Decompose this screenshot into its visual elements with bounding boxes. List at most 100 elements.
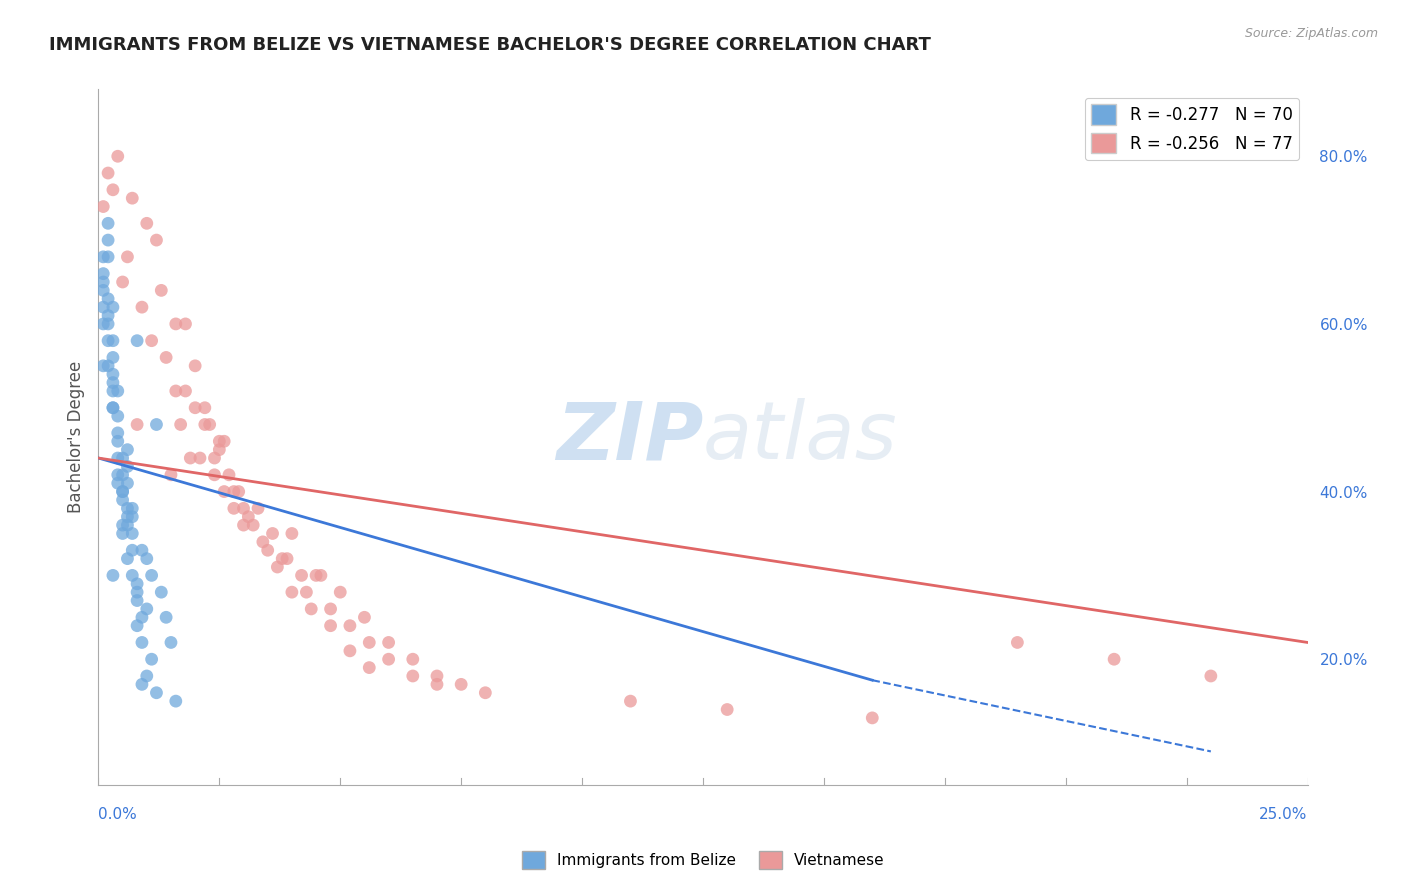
Point xyxy=(97,233,120,247)
Point xyxy=(111,484,134,499)
Point xyxy=(107,434,129,449)
Point xyxy=(860,711,883,725)
Legend: R = -0.277   N = 70, R = -0.256   N = 77: R = -0.277 N = 70, R = -0.256 N = 77 xyxy=(1084,97,1299,160)
Point xyxy=(135,216,157,230)
Point xyxy=(145,686,167,700)
Point xyxy=(97,334,120,348)
Point xyxy=(117,518,139,533)
Point xyxy=(107,425,129,440)
Point xyxy=(91,275,114,289)
Point xyxy=(101,334,124,348)
Point xyxy=(160,635,183,649)
Y-axis label: Bachelor's Degree: Bachelor's Degree xyxy=(66,361,84,513)
Point xyxy=(107,450,129,465)
Point xyxy=(1199,669,1222,683)
Point xyxy=(174,384,197,398)
Point xyxy=(97,292,120,306)
Point xyxy=(247,501,270,516)
Text: atlas: atlas xyxy=(703,398,898,476)
Point xyxy=(309,568,332,582)
Point xyxy=(101,183,124,197)
Point xyxy=(97,309,120,323)
Point xyxy=(619,694,641,708)
Text: IMMIGRANTS FROM BELIZE VS VIETNAMESE BACHELOR'S DEGREE CORRELATION CHART: IMMIGRANTS FROM BELIZE VS VIETNAMESE BAC… xyxy=(49,36,931,54)
Point xyxy=(107,384,129,398)
Point xyxy=(107,476,129,491)
Point xyxy=(97,250,120,264)
Text: 25.0%: 25.0% xyxy=(1260,807,1308,822)
Point xyxy=(165,317,187,331)
Point xyxy=(141,334,163,348)
Point xyxy=(208,434,231,449)
Point xyxy=(222,501,245,516)
Point xyxy=(117,476,139,491)
Point xyxy=(238,509,260,524)
Point xyxy=(121,526,143,541)
Point xyxy=(474,686,496,700)
Point xyxy=(97,216,120,230)
Point xyxy=(299,602,322,616)
Point xyxy=(111,518,134,533)
Point xyxy=(111,526,134,541)
Point xyxy=(208,442,231,457)
Point xyxy=(1102,652,1125,666)
Point xyxy=(141,652,163,666)
Point xyxy=(91,300,114,314)
Point xyxy=(281,585,304,599)
Point xyxy=(450,677,472,691)
Point xyxy=(1007,635,1029,649)
Point xyxy=(111,492,134,507)
Point xyxy=(377,652,399,666)
Point xyxy=(111,467,134,482)
Point xyxy=(135,551,157,566)
Text: 0.0%: 0.0% xyxy=(98,807,138,822)
Point xyxy=(101,568,124,582)
Point xyxy=(117,501,139,516)
Point xyxy=(232,518,254,533)
Point xyxy=(111,275,134,289)
Point xyxy=(150,585,173,599)
Point xyxy=(117,250,139,264)
Point xyxy=(266,560,288,574)
Point xyxy=(165,384,187,398)
Point xyxy=(121,568,143,582)
Point xyxy=(117,442,139,457)
Point xyxy=(339,618,361,632)
Point xyxy=(232,501,254,516)
Text: ZIP: ZIP xyxy=(555,398,703,476)
Point xyxy=(426,669,449,683)
Point xyxy=(281,526,304,541)
Point xyxy=(204,467,226,482)
Point xyxy=(160,467,183,482)
Point xyxy=(165,694,187,708)
Point xyxy=(145,417,167,432)
Point xyxy=(91,359,114,373)
Point xyxy=(101,368,124,382)
Point xyxy=(174,317,197,331)
Point xyxy=(131,610,153,624)
Point xyxy=(131,300,153,314)
Point xyxy=(222,484,245,499)
Point xyxy=(101,401,124,415)
Point xyxy=(101,300,124,314)
Point xyxy=(169,417,191,432)
Point xyxy=(242,518,264,533)
Point xyxy=(256,543,278,558)
Point xyxy=(101,351,124,365)
Point xyxy=(155,610,177,624)
Point xyxy=(262,526,284,541)
Point xyxy=(329,585,352,599)
Point xyxy=(91,284,114,298)
Point xyxy=(377,635,399,649)
Point xyxy=(107,149,129,163)
Point xyxy=(359,635,381,649)
Point xyxy=(290,568,312,582)
Point xyxy=(228,484,250,499)
Point xyxy=(141,568,163,582)
Point xyxy=(127,417,149,432)
Point xyxy=(145,233,167,247)
Point xyxy=(131,677,153,691)
Point xyxy=(155,351,177,365)
Point xyxy=(359,660,381,674)
Point xyxy=(127,576,149,591)
